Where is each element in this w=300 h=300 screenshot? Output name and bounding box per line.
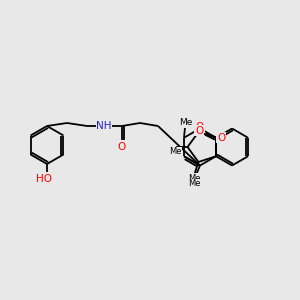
Text: HO: HO bbox=[36, 174, 52, 184]
Text: O: O bbox=[217, 133, 225, 143]
Text: Me: Me bbox=[188, 179, 200, 188]
Text: O: O bbox=[195, 126, 203, 136]
Text: O: O bbox=[117, 142, 125, 152]
Text: Me: Me bbox=[169, 148, 182, 157]
Text: NH: NH bbox=[96, 121, 112, 131]
Text: O: O bbox=[196, 122, 204, 133]
Text: Me: Me bbox=[188, 174, 201, 183]
Text: Me: Me bbox=[179, 118, 193, 127]
